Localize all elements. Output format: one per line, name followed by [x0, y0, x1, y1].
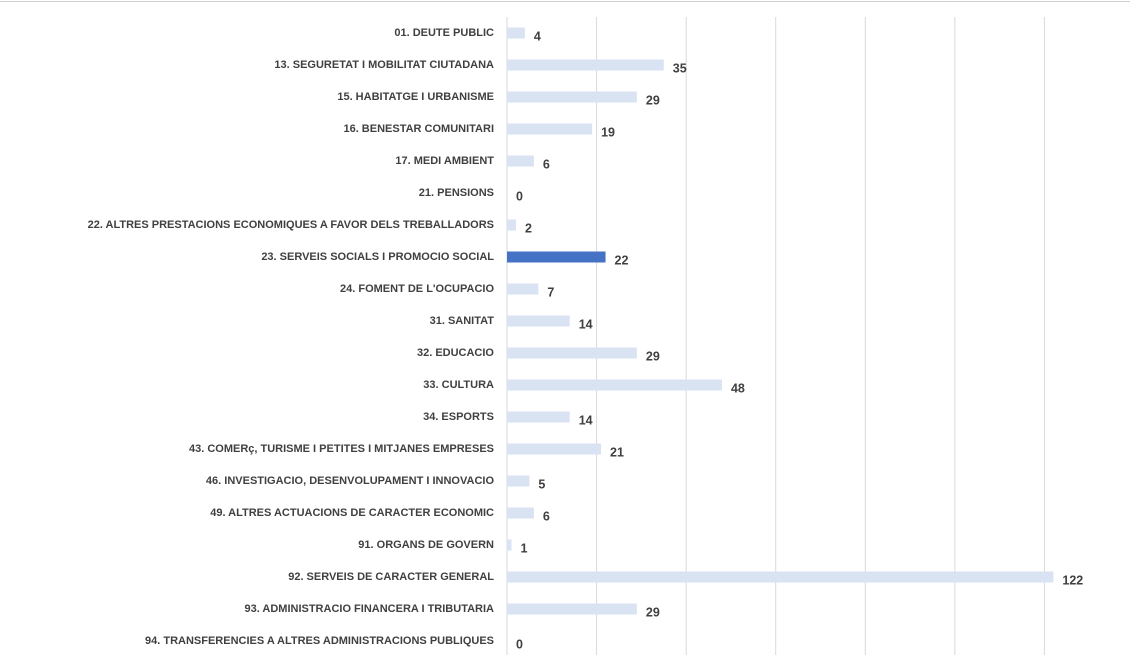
- value-label: 21: [610, 445, 624, 459]
- value-label: 19: [601, 125, 615, 139]
- bar: [507, 315, 570, 327]
- category-label: 32. EDUCACIO: [417, 347, 494, 359]
- bar: [507, 91, 637, 103]
- bar: [507, 123, 593, 135]
- category-label: 13. SEGURETAT I MOBILITAT CIUTADANA: [274, 59, 494, 71]
- value-label: 48: [731, 381, 745, 395]
- category-label: 17. MEDI AMBIENT: [395, 155, 494, 167]
- category-label: 15. HABITATGE I URBANISME: [337, 91, 494, 103]
- category-label: 93. ADMINISTRACIO FINANCERA I TRIBUTARIA: [244, 603, 494, 615]
- category-label: 21. PENSIONS: [419, 187, 494, 199]
- bar: [507, 475, 530, 487]
- category-label: 23. SERVEIS SOCIALS I PROMOCIO SOCIAL: [261, 251, 494, 263]
- category-label: 33. CULTURA: [423, 379, 494, 391]
- value-label: 7: [547, 285, 554, 299]
- value-label: 5: [538, 477, 545, 491]
- value-label: 6: [543, 157, 550, 171]
- value-label: 122: [1062, 573, 1083, 587]
- bar: [507, 219, 516, 231]
- value-label: 29: [646, 93, 660, 107]
- category-label: 92. SERVEIS DE CARACTER GENERAL: [288, 571, 494, 583]
- bar: [507, 283, 539, 295]
- bar: [507, 507, 534, 519]
- category-label: 34. ESPORTS: [423, 411, 494, 423]
- value-label: 1: [520, 541, 527, 555]
- value-label: 14: [579, 413, 593, 427]
- category-label: 91. ORGANS DE GOVERN: [358, 539, 494, 551]
- bar: [507, 411, 570, 423]
- value-label: 4: [534, 29, 541, 43]
- category-label: 46. INVESTIGACIO, DESENVOLUPAMENT I INNO…: [206, 475, 495, 487]
- bar: [507, 379, 722, 391]
- value-label: 29: [646, 605, 660, 619]
- value-label: 6: [543, 509, 550, 523]
- value-label: 29: [646, 349, 660, 363]
- category-label: 31. SANITAT: [430, 315, 495, 327]
- bar: [507, 251, 606, 263]
- value-label: 35: [673, 61, 687, 75]
- category-label: 16. BENESTAR COMUNITARI: [343, 123, 494, 135]
- category-label: 22. ALTRES PRESTACIONS ECONOMIQUES A FAV…: [88, 219, 494, 231]
- bar: [507, 571, 1054, 583]
- category-label: 01. DEUTE PUBLIC: [394, 27, 494, 39]
- bar: [507, 347, 637, 359]
- bar: [507, 155, 534, 167]
- value-label: 0: [516, 189, 523, 203]
- category-label: 43. COMERç, TURISME I PETITES I MITJANES…: [189, 443, 494, 455]
- value-label: 22: [615, 253, 629, 267]
- category-label: 24. FOMENT DE L'OCUPACIO: [340, 283, 494, 295]
- bar: [507, 539, 512, 551]
- bar: [507, 603, 637, 615]
- bar: [507, 59, 664, 71]
- category-label: 49. ALTRES ACTUACIONS DE CARACTER ECONOM…: [210, 507, 494, 519]
- bar: [507, 443, 602, 455]
- category-label: 94. TRANSFERENCIES A ALTRES ADMINISTRACI…: [145, 635, 494, 647]
- value-label: 14: [579, 317, 593, 331]
- value-label: 2: [525, 221, 532, 235]
- bar: [507, 27, 525, 39]
- value-label: 0: [516, 637, 523, 651]
